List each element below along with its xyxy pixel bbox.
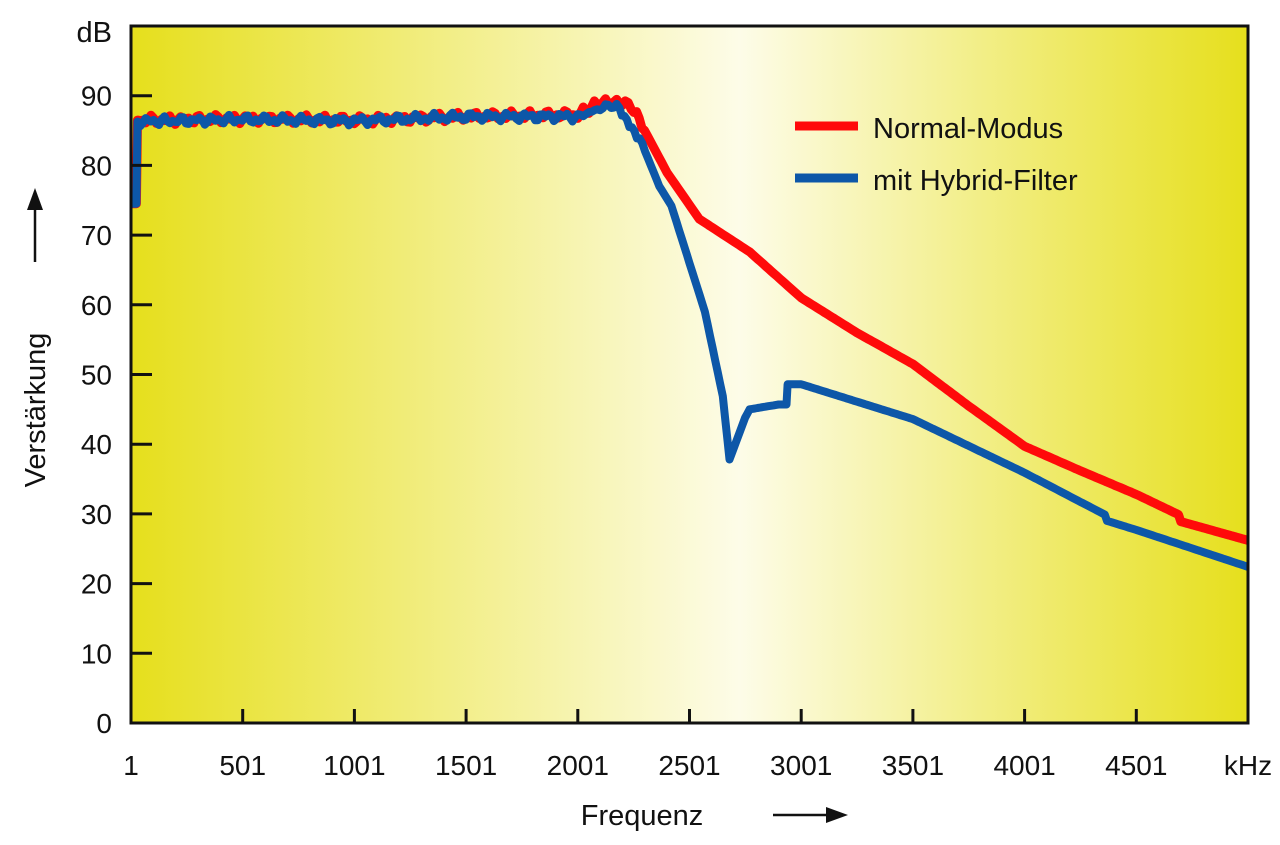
- x-tick-label: 3501: [882, 750, 944, 781]
- x-tick-label: 1: [123, 750, 139, 781]
- legend: Normal-Modus mit Hybrid-Filter: [795, 113, 1078, 197]
- y-tick-label: 90: [81, 81, 112, 112]
- x-tick-label: 4501: [1105, 750, 1167, 781]
- y-tick-label: 10: [81, 638, 112, 669]
- y-tick-label: 40: [81, 429, 112, 460]
- x-tick-label: 1501: [435, 750, 497, 781]
- x-tick-label: 1001: [323, 750, 385, 781]
- legend-label-normal: Normal-Modus: [873, 113, 1063, 145]
- x-tick-label: 4001: [993, 750, 1055, 781]
- x-unit-label: kHz: [1224, 750, 1272, 781]
- x-axis-label: Frequenz: [581, 800, 704, 832]
- plot-area: [131, 26, 1248, 723]
- x-tick-label: 2501: [658, 750, 720, 781]
- x-tick-label: 2001: [547, 750, 609, 781]
- legend-label-hybrid: mit Hybrid-Filter: [873, 165, 1078, 197]
- x-tick-label: 3001: [770, 750, 832, 781]
- y-tick-label: 60: [81, 290, 112, 321]
- y-tick-label: 0: [96, 708, 112, 739]
- series-line-1: [129, 99, 1250, 571]
- x-tick-label: 501: [219, 750, 266, 781]
- y-axis-label: Verstärkung: [20, 333, 52, 488]
- y-tick-label: 70: [81, 220, 112, 251]
- y-axis-arrow: [27, 188, 43, 262]
- y-tick-label: 20: [81, 569, 112, 600]
- y-tick-label: 80: [81, 150, 112, 181]
- y-unit-label: dB: [77, 17, 112, 49]
- y-tick-label: 30: [81, 499, 112, 530]
- y-tick-label: 50: [81, 360, 112, 391]
- x-axis-arrow: [773, 807, 848, 823]
